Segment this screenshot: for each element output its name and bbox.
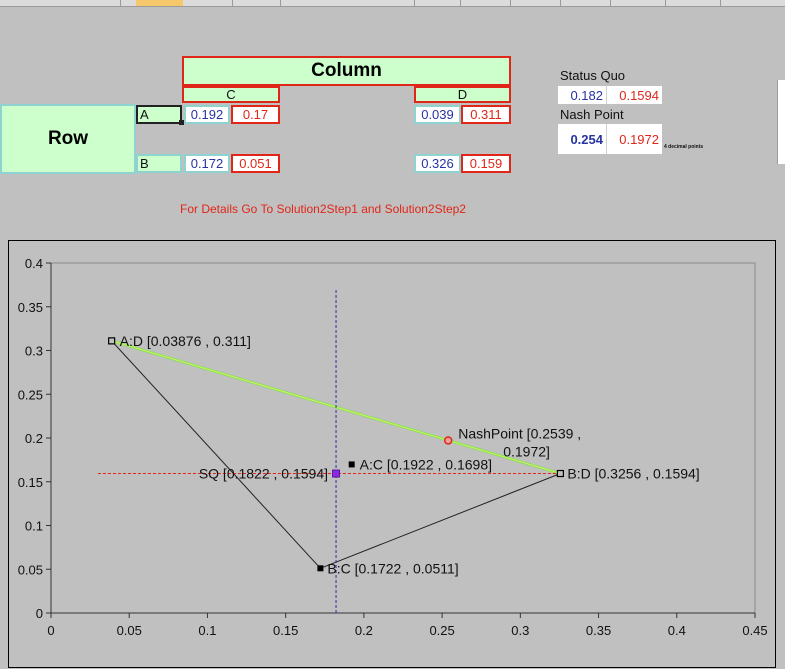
status-quo-col-value[interactable]: 0.1594 <box>606 86 662 104</box>
payoff-bd-col[interactable]: 0.159 <box>461 154 511 173</box>
nash-point-label: NashPoint [0.2539 , <box>458 425 581 441</box>
x-tick-label: 0.05 <box>117 623 142 638</box>
payoff-ac-col[interactable]: 0.17 <box>231 105 280 124</box>
status-quo-row-value[interactable]: 0.182 <box>558 86 606 104</box>
x-tick-label: 0.4 <box>668 623 686 638</box>
status-quo-label: SQ [0.1822 , 0.1594] <box>199 466 328 482</box>
row-header[interactable]: Row <box>0 104 136 174</box>
plot-area <box>50 262 756 614</box>
scatter-chart: 0 0.05 0.1 0.15 0.2 0.25 0.3 0.35 0.4 0 0.05 0.1 0.1… <box>18 256 768 638</box>
x-tick-label: 0.15 <box>273 623 298 638</box>
point-ad-label: A:D [0.03876 , 0.311] <box>120 333 251 349</box>
column-header[interactable]: Column <box>182 56 511 86</box>
y-tick-label: 0.2 <box>25 431 43 446</box>
row-label-a[interactable]: A <box>136 105 182 124</box>
column-divider <box>280 0 281 6</box>
column-divider <box>510 0 511 6</box>
y-tick-label: 0.3 <box>25 344 43 359</box>
y-tick-label: 0.25 <box>18 387 43 402</box>
column-divider <box>460 0 461 6</box>
payoff-ad-row[interactable]: 0.039 <box>414 105 461 124</box>
x-tick-label: 0.3 <box>511 623 529 638</box>
side-button[interactable] <box>777 80 785 164</box>
payoff-bd-row[interactable]: 0.326 <box>414 154 461 173</box>
nash-point <box>443 436 453 445</box>
y-tick-label: 0.15 <box>18 475 43 490</box>
point-bd-label: B:D [0.3256 , 0.1594] <box>567 466 699 482</box>
y-tick-label: 0 <box>36 606 43 621</box>
details-note: For Details Go To Solution2Step1 and Sol… <box>180 202 466 216</box>
column-divider <box>414 0 415 6</box>
row-label-b[interactable]: B <box>136 154 182 173</box>
column-divider <box>610 0 611 6</box>
chart-area[interactable]: 0 0.05 0.1 0.15 0.2 0.25 0.3 0.35 0.4 0 0.05 0.1 0.1… <box>8 240 776 668</box>
nash-col-value[interactable]: 0.1972 <box>606 124 662 154</box>
nash-point-label: Nash Point <box>560 107 624 122</box>
column-divider <box>232 0 233 6</box>
y-tick-label: 0.05 <box>18 562 43 577</box>
selected-column-header[interactable] <box>136 0 183 6</box>
column-divider <box>560 0 561 6</box>
payoff-bc-col[interactable]: 0.051 <box>231 154 280 173</box>
point-ac-label: A:C [0.1922 , 0.1698] <box>360 456 492 472</box>
x-tick-label: 0.1 <box>198 623 216 638</box>
x-tick-label: 0.25 <box>429 623 454 638</box>
x-tick-label: 0.45 <box>742 623 767 638</box>
hull-edge-ad-bc <box>111 340 321 569</box>
fill-handle[interactable] <box>179 120 184 125</box>
col-label-c[interactable]: C <box>182 86 280 103</box>
payoff-bc-row[interactable]: 0.172 <box>184 154 230 173</box>
column-header-strip <box>0 0 785 7</box>
x-tick-label: 0 <box>47 623 54 638</box>
status-quo-point <box>332 469 341 478</box>
x-tick-label: 0.2 <box>355 623 373 638</box>
column-divider <box>665 0 666 6</box>
hull-edge-bc-bd <box>320 473 561 569</box>
column-divider <box>120 0 121 6</box>
decimal-note: 4 decimal points <box>664 144 704 150</box>
point-bc <box>317 565 324 572</box>
nash-point-label-2: 0.1972] <box>503 443 550 459</box>
nash-row-value[interactable]: 0.254 <box>558 124 606 154</box>
x-tick-label: 0.35 <box>586 623 611 638</box>
payoff-ad-col[interactable]: 0.311 <box>461 105 511 124</box>
column-divider <box>720 0 721 6</box>
point-bd <box>556 469 564 478</box>
payoff-ac-row[interactable]: 0.192 <box>184 105 230 124</box>
y-tick-label: 0.4 <box>25 256 43 271</box>
status-quo-label: Status Quo <box>560 68 626 83</box>
point-ad <box>108 337 116 345</box>
y-tick-label: 0.1 <box>25 519 43 534</box>
col-label-d[interactable]: D <box>414 86 511 103</box>
point-bc-label: B:C [0.1722 , 0.0511] <box>327 560 458 576</box>
y-tick-label: 0.35 <box>18 300 43 315</box>
point-ac <box>348 461 355 468</box>
